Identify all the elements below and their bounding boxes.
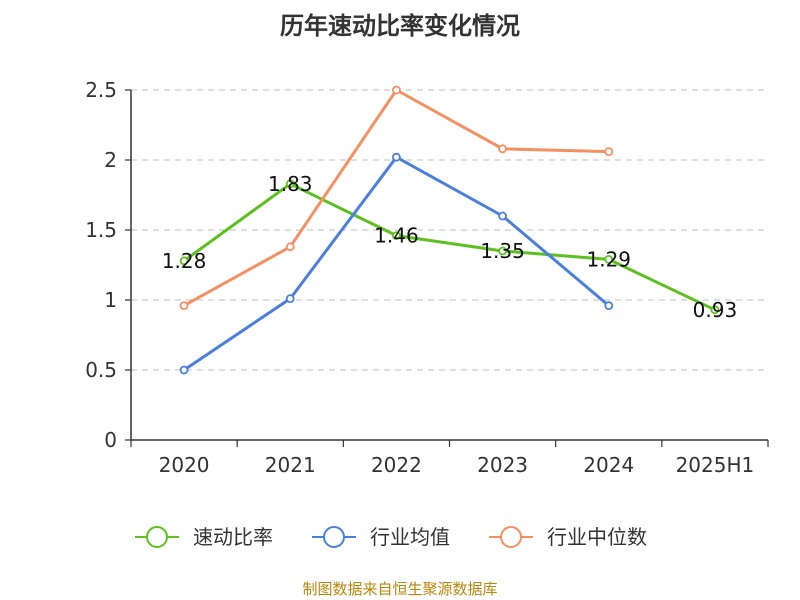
y-tick-label: 2.5 <box>85 78 117 102</box>
x-tick-label: 2023 <box>477 453 528 477</box>
series-line-1 <box>183 155 610 372</box>
x-tick-label: 2025H1 <box>676 453 755 477</box>
data-label: 0.93 <box>693 298 738 322</box>
x-tick-label: 2024 <box>583 453 634 477</box>
x-tick-label: 2022 <box>371 453 422 477</box>
series-line-2 <box>183 88 609 307</box>
data-point <box>498 144 507 154</box>
series-line-0 <box>183 182 716 312</box>
data-point <box>179 365 189 375</box>
data-label: 1.35 <box>480 239 525 263</box>
legend-label: 行业中位数 <box>547 525 647 549</box>
gridlines <box>131 89 768 371</box>
data-label: 1.83 <box>268 172 313 196</box>
source-note: 制图数据来自恒生聚源数据库 <box>302 580 498 598</box>
legend-label: 速动比率 <box>193 525 273 549</box>
data-point <box>285 294 295 304</box>
data-point <box>604 301 614 311</box>
data-point <box>285 179 295 189</box>
y-tick-label: 1 <box>104 288 117 312</box>
legend: 速动比率 行业均值 行业中位数 <box>135 525 647 549</box>
data-point <box>392 231 401 241</box>
y-tick-label: 0.5 <box>85 358 117 382</box>
legend-label: 行业均值 <box>370 525 450 549</box>
data-point <box>604 254 614 264</box>
data-point <box>392 85 401 95</box>
data-point <box>179 301 189 311</box>
data-labels: 1.28 1.83 1.46 1.35 1.29 0.93 <box>162 172 737 322</box>
x-tick-label: 2021 <box>265 453 316 477</box>
data-point <box>498 246 507 256</box>
y-tick-label: 0 <box>104 428 117 452</box>
data-label: 1.46 <box>374 224 419 248</box>
y-tick-label: 1.5 <box>85 218 117 242</box>
legend-marker <box>146 526 168 548</box>
data-point <box>498 211 507 221</box>
data-label: 1.28 <box>162 249 207 273</box>
data-point <box>392 152 401 162</box>
y-tick-label: 2 <box>104 148 117 172</box>
data-point <box>179 256 189 266</box>
data-point <box>604 147 614 157</box>
data-point <box>285 242 295 252</box>
data-label: 1.29 <box>586 247 631 271</box>
chart-title: 历年速动比率变化情况 <box>280 12 520 40</box>
x-tick-label: 2020 <box>159 453 210 477</box>
legend-marker <box>500 526 522 548</box>
series-lines <box>179 85 720 375</box>
data-point <box>710 305 720 315</box>
legend-marker <box>323 526 345 548</box>
axes: 0 0.5 1 1.5 2 2.5 2020 2021 2022 2023 2024 2025H1 <box>85 78 769 477</box>
